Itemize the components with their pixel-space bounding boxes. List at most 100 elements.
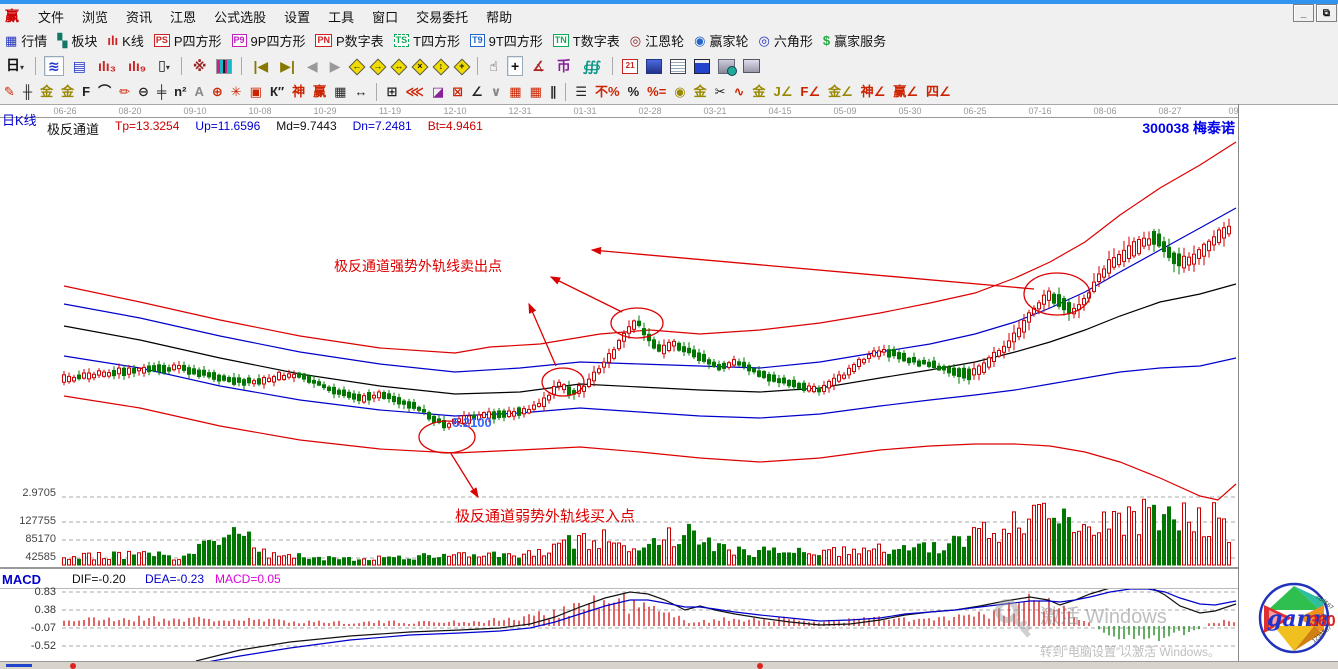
hand-tool-button[interactable]: ☝ <box>489 58 498 74</box>
span-arrow-icon[interactable]: ↔ <box>354 84 368 99</box>
printer-icon[interactable] <box>743 59 761 73</box>
percent-drop-icon[interactable]: 不% <box>595 84 620 99</box>
a-mirror-icon[interactable]: A <box>194 84 204 99</box>
btn-p-number-table[interactable]: PN P数字表 <box>315 31 384 50</box>
expand-h-button[interactable]: ↔ <box>390 58 408 75</box>
f-comb-icon[interactable]: F <box>82 84 91 99</box>
red-grid-icon[interactable]: ▦ <box>509 84 522 99</box>
wave-9-icon[interactable]: ılı₉ <box>128 58 147 74</box>
gold-comb2-icon[interactable]: 金 <box>61 84 75 99</box>
network-icon[interactable] <box>718 58 738 76</box>
gold-circle-icon[interactable]: ◉ <box>674 84 686 99</box>
shen-grid-icon[interactable]: 神 <box>292 84 306 99</box>
btn-p-square[interactable]: PS P四方形 <box>153 31 222 50</box>
calendar-icon[interactable]: 21 <box>622 58 639 74</box>
zoom-all-button[interactable]: + <box>453 58 471 75</box>
red-grid-axis-icon[interactable]: ▦ <box>529 84 542 99</box>
four-angle-icon[interactable]: 四∠ <box>925 84 951 99</box>
menu-settings[interactable]: 设置 <box>284 9 311 25</box>
btn-sectors[interactable]: ▚ 板块 <box>57 31 97 50</box>
flag-pen-icon[interactable]: ✏ <box>119 84 131 99</box>
crosshair-tool-button[interactable]: + <box>506 56 524 76</box>
cut-icon[interactable]: ✂ <box>714 84 726 99</box>
valley-line-icon[interactable]: ∨ <box>490 84 502 99</box>
gold-angle-icon[interactable]: 金∠ <box>827 84 853 99</box>
menu-file[interactable]: 文件 <box>38 9 65 25</box>
btn-t-number-table[interactable]: TN T数字表 <box>552 31 620 50</box>
ying-angle-icon[interactable]: 赢∠ <box>893 84 918 99</box>
menu-tools[interactable]: 工具 <box>328 9 355 25</box>
circle-gauge-icon[interactable]: ⊖ <box>138 84 149 99</box>
btn-winner-wheel[interactable]: ◉ 赢家轮 <box>694 31 748 50</box>
grid-123-icon[interactable]: ▦ <box>334 84 347 99</box>
btn-gann-wheel[interactable]: ◎ 江恩轮 <box>630 31 684 50</box>
menu-formula-pick[interactable]: 公式选股 <box>214 9 267 25</box>
menu-help[interactable]: 帮助 <box>486 9 513 25</box>
wave-ab-icon[interactable]: ∿ <box>733 84 745 99</box>
j-angle-icon[interactable]: J∠ <box>773 84 793 99</box>
chart-curves-icon[interactable]: ≋ <box>44 56 64 76</box>
red-target-icon[interactable]: ⊕ <box>211 84 223 99</box>
scroll-right-button[interactable]: → <box>369 58 387 75</box>
angle-measure-icon[interactable]: ∡ <box>532 58 545 74</box>
wave-3-icon[interactable]: ılı₃ <box>97 58 117 74</box>
menu-browse[interactable]: 浏览 <box>82 9 109 25</box>
compress-button[interactable]: × <box>411 58 429 75</box>
gold-wave-icon[interactable]: 金 <box>752 84 766 99</box>
cloud-tool-icon[interactable]: ∰ <box>582 58 602 74</box>
next-button[interactable]: ▶ <box>329 58 341 74</box>
prev-button[interactable]: ◀ <box>306 58 318 74</box>
last-page-button[interactable]: ▶| <box>280 58 295 74</box>
square-cross-icon[interactable]: ⊠ <box>452 84 464 99</box>
n2-comb-icon[interactable]: n² <box>174 84 187 99</box>
gold-comb-icon[interactable]: 金 <box>40 84 54 99</box>
angle-line-icon[interactable]: ∠ <box>471 84 483 99</box>
k-marks-icon[interactable]: К″ <box>269 84 285 99</box>
btn-kline[interactable]: ılı K线 <box>107 31 144 50</box>
square-rays-icon[interactable]: ◪ <box>431 84 445 99</box>
info-list-icon[interactable]: ▤ <box>72 58 86 74</box>
btn-winner-service[interactable]: $ 赢家服务 <box>823 31 886 50</box>
btn-t-square[interactable]: TS T四方形 <box>393 31 460 50</box>
expand-v-button[interactable]: ↕ <box>432 58 450 75</box>
ruler-tool-icon[interactable]: 币 <box>556 58 571 74</box>
gann-mark-icon[interactable]: ※ <box>192 58 207 74</box>
notepad-icon[interactable] <box>670 58 687 74</box>
scroll-left-button[interactable]: ← <box>348 58 366 75</box>
candle-style-button[interactable]: ▯▾ <box>158 56 170 73</box>
volume-ruler-icon[interactable]: ☰ <box>575 84 588 99</box>
boxed-star-icon[interactable]: ▣ <box>249 84 262 99</box>
f-angle-icon[interactable]: F∠ <box>800 84 820 99</box>
menu-gann[interactable]: 江恩 <box>170 9 197 25</box>
percent-icon[interactable]: % <box>627 84 640 99</box>
minimize-button[interactable]: _ <box>1293 4 1314 22</box>
period-day-button[interactable]: 日▾ <box>6 56 25 73</box>
color-bars-icon[interactable] <box>216 58 233 74</box>
save-icon[interactable] <box>694 58 711 74</box>
draw-pen-icon[interactable]: ✎ <box>4 84 15 99</box>
arc-comb-icon[interactable]: ⌒ <box>98 84 112 99</box>
calculator-icon[interactable] <box>646 58 663 74</box>
btn-hexagon[interactable]: ◎ 六角形 <box>758 31 812 50</box>
grid-comb-icon[interactable]: ╫ <box>22 84 33 99</box>
comb-icon[interactable]: ╪ <box>156 84 167 99</box>
restore-button[interactable]: ⧉ <box>1316 4 1337 22</box>
menu-news[interactable]: 资讯 <box>126 9 153 25</box>
gold-level-icon[interactable]: 金 <box>693 84 707 99</box>
box-frame-icon[interactable]: ⊞ <box>386 84 398 99</box>
chart-canvas[interactable] <box>0 104 1240 661</box>
menu-trade[interactable]: 交易委托 <box>416 9 469 25</box>
shen-angle-icon[interactable]: 神∠ <box>860 84 886 99</box>
btn-9t-square[interactable]: T9 9T四方形 <box>470 31 543 50</box>
menu-window[interactable]: 窗口 <box>372 9 399 25</box>
date-tick: 10-08 <box>248 106 272 116</box>
btn-quotes[interactable]: ▦ 行情 <box>5 31 47 50</box>
toolbar-divider <box>180 57 182 75</box>
rays-fan-icon[interactable]: ⋘ <box>405 84 424 99</box>
parallel-lines-icon[interactable]: ∥ <box>549 84 557 99</box>
first-page-button[interactable]: |◀ <box>253 58 269 74</box>
btn-9p-square[interactable]: P9 9P四方形 <box>231 31 305 50</box>
ying-grid-icon[interactable]: 赢 <box>313 84 327 99</box>
ray-star-icon[interactable]: ✳ <box>230 84 242 99</box>
percent-line-icon[interactable]: %= <box>647 84 667 99</box>
